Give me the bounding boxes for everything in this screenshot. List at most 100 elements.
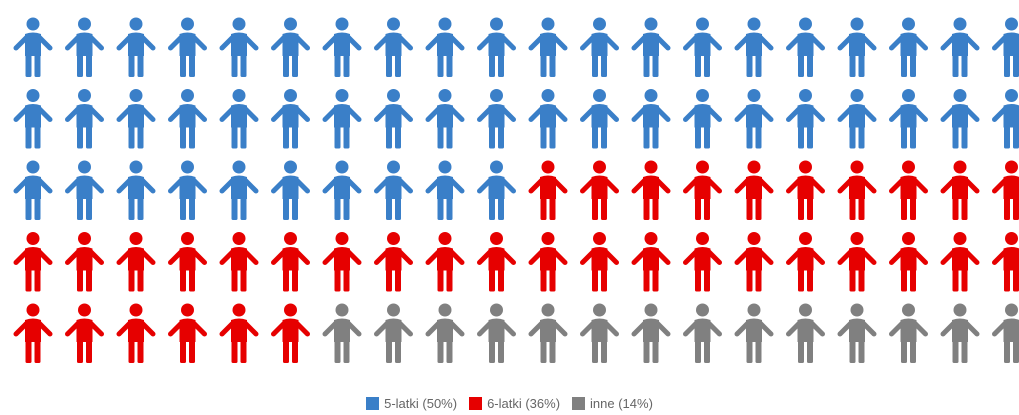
person-icon-inne: [631, 303, 671, 363]
person-icon-5-latki: [837, 17, 877, 77]
legend-label-inne: inne (14%): [590, 396, 653, 411]
person-icon-5-latki: [116, 17, 156, 77]
person-icon-5-latki: [219, 89, 259, 149]
person-icon-5-latki: [65, 89, 104, 149]
person-icon-6-latki: [271, 232, 310, 292]
person-icon-6-latki: [116, 232, 156, 292]
person-icon-5-latki: [425, 17, 465, 77]
person-icon-5-latki: [116, 89, 156, 149]
person-icon-5-latki: [65, 160, 104, 220]
person-icon-5-latki: [219, 160, 259, 220]
person-icon-6-latki: [528, 232, 568, 292]
person-icon-6-latki: [889, 232, 928, 292]
person-icon-5-latki: [992, 89, 1019, 149]
person-icon-6-latki: [580, 232, 619, 292]
person-icon-inne: [374, 303, 413, 363]
person-icon-5-latki: [65, 17, 104, 77]
person-icon-6-latki: [631, 160, 671, 220]
person-icon-5-latki: [477, 89, 516, 149]
person-icon-5-latki: [940, 89, 980, 149]
person-icon-5-latki: [271, 89, 310, 149]
person-icon-5-latki: [168, 17, 207, 77]
person-icon-5-latki: [271, 17, 310, 77]
person-icon-6-latki: [683, 160, 722, 220]
person-icon-inne: [992, 303, 1019, 363]
person-icon-6-latki: [116, 303, 156, 363]
person-icon-6-latki: [219, 303, 259, 363]
person-icon-6-latki: [992, 232, 1019, 292]
person-icon-6-latki: [65, 232, 104, 292]
person-icon-5-latki: [168, 160, 207, 220]
person-icon-5-latki: [271, 160, 310, 220]
person-icon-6-latki: [889, 160, 928, 220]
person-icon-6-latki: [992, 160, 1019, 220]
person-icon-6-latki: [940, 160, 980, 220]
person-icon-5-latki: [322, 160, 362, 220]
person-icon-inne: [322, 303, 362, 363]
person-icon-6-latki: [219, 232, 259, 292]
person-icon-5-latki: [786, 17, 825, 77]
legend-swatch-6-latki: [469, 397, 483, 410]
person-icon-5-latki: [168, 89, 207, 149]
person-icon-6-latki: [683, 232, 722, 292]
person-icon-inne: [940, 303, 980, 363]
person-icon-inne: [477, 303, 516, 363]
person-icon-6-latki: [940, 232, 980, 292]
person-icon-6-latki: [477, 232, 516, 292]
legend-item-5-latki[interactable]: 5-latki (50%): [366, 396, 457, 411]
person-icon-5-latki: [528, 89, 568, 149]
person-icon-inne: [889, 303, 928, 363]
person-icon-5-latki: [786, 89, 825, 149]
person-icon-inne: [580, 303, 619, 363]
person-icon-5-latki: [940, 17, 980, 77]
legend-swatch-inne: [572, 397, 586, 410]
person-icon-5-latki: [631, 17, 671, 77]
person-icon-5-latki: [683, 89, 722, 149]
person-icon-5-latki: [322, 89, 362, 149]
person-icon-inne: [683, 303, 722, 363]
person-icon-6-latki: [168, 303, 207, 363]
legend-label-6-latki: 6-latki (36%): [487, 396, 561, 411]
person-icon-5-latki: [889, 89, 928, 149]
person-icon-inne: [425, 303, 465, 363]
person-icon-5-latki: [425, 89, 465, 149]
person-icon-inne: [734, 303, 774, 363]
person-icon-6-latki: [528, 160, 568, 220]
person-icon-5-latki: [992, 17, 1019, 77]
person-icon-5-latki: [683, 17, 722, 77]
person-icon-6-latki: [631, 232, 671, 292]
person-icon-6-latki: [786, 160, 825, 220]
person-icon-6-latki: [271, 303, 310, 363]
person-icon-5-latki: [734, 17, 774, 77]
person-icon-6-latki: [734, 160, 774, 220]
person-icon-5-latki: [580, 89, 619, 149]
person-icon-5-latki: [219, 17, 259, 77]
legend: 5-latki (50%) 6-latki (36%) inne (14%): [0, 396, 1019, 411]
person-icon-6-latki: [580, 160, 619, 220]
person-icon-5-latki: [116, 160, 156, 220]
person-icon-6-latki: [837, 160, 877, 220]
person-icon-6-latki: [322, 232, 362, 292]
legend-item-inne[interactable]: inne (14%): [572, 396, 653, 411]
person-icon-5-latki: [631, 89, 671, 149]
person-icon-6-latki: [425, 232, 465, 292]
person-icon-6-latki: [786, 232, 825, 292]
person-icon-6-latki: [168, 232, 207, 292]
person-icon-5-latki: [477, 160, 516, 220]
person-icon-5-latki: [374, 160, 413, 220]
person-icon-5-latki: [322, 17, 362, 77]
person-icon-inne: [837, 303, 877, 363]
person-icon-5-latki: [734, 89, 774, 149]
person-icon-6-latki: [734, 232, 774, 292]
legend-swatch-5-latki: [366, 397, 380, 410]
person-icon-5-latki: [580, 17, 619, 77]
person-icon-5-latki: [889, 17, 928, 77]
person-icon-5-latki: [425, 160, 465, 220]
person-icon-5-latki: [374, 89, 413, 149]
person-icon-5-latki: [13, 17, 53, 77]
person-icon-6-latki: [13, 303, 53, 363]
person-icon-5-latki: [13, 89, 53, 149]
person-icon-5-latki: [477, 17, 516, 77]
legend-item-6-latki[interactable]: 6-latki (36%): [469, 396, 560, 411]
